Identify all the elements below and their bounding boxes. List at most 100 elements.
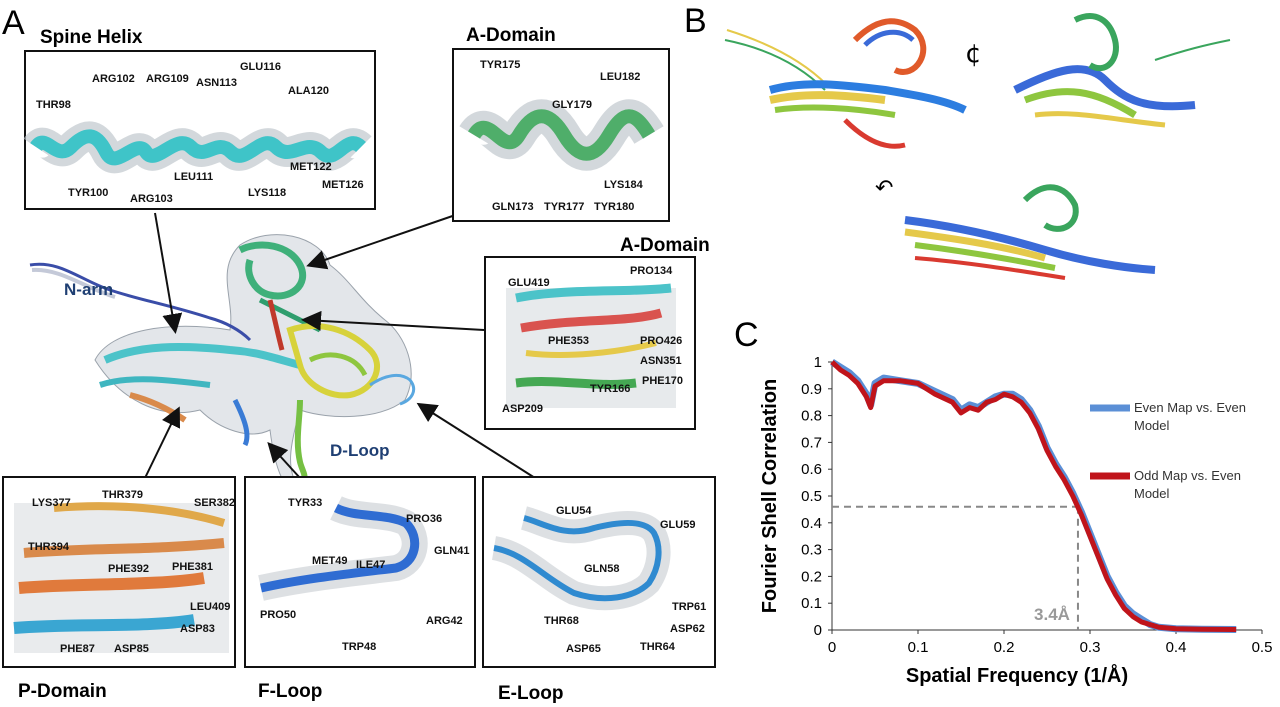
e-loop-image — [491, 506, 671, 611]
residue-label: TYR177 — [544, 201, 585, 213]
x-axis-label: Spatial Frequency (1/Å) — [906, 663, 1128, 687]
residue-label: PRO50 — [260, 609, 297, 621]
residue-label: ARG109 — [146, 73, 189, 85]
bottom-view — [904, 184, 1156, 280]
panel-b-letter: B — [684, 2, 707, 40]
residue-label: MET49 — [312, 555, 348, 567]
residue-label: ASP209 — [502, 403, 543, 415]
residue-label: GLN41 — [434, 545, 470, 557]
y-tick-label: 0.4 — [801, 515, 822, 532]
residue-label: TRP48 — [342, 641, 377, 653]
legend-label: Model — [1134, 486, 1170, 501]
pointer-arrows — [144, 209, 536, 479]
y-tick-label: 0.5 — [801, 488, 822, 505]
rotated-view — [1013, 13, 1231, 128]
residue-label: ALA120 — [288, 85, 329, 97]
residue-label: ASN351 — [640, 355, 682, 367]
residue-label: ARG42 — [426, 615, 463, 627]
residue-label: SER382 — [194, 497, 235, 509]
legend-label: Model — [1134, 418, 1170, 433]
residue-label: THR379 — [102, 489, 143, 501]
y-tick-label: 0.6 — [801, 461, 822, 478]
y-tick-label: 0.7 — [801, 434, 822, 451]
x-tick-label: 0 — [828, 639, 836, 656]
residue-label: MET122 — [290, 161, 332, 173]
f-loop-inset: TYR33 PRO36 GLN41 MET49 ILE47 PRO50 ARG4… — [244, 476, 476, 668]
e-loop-title: E-Loop — [498, 683, 564, 704]
y-tick-label: 1 — [814, 354, 822, 371]
residue-label: PHE353 — [548, 335, 589, 347]
residue-label: PHE392 — [108, 563, 149, 575]
residue-label: ASP62 — [670, 623, 705, 635]
y-tick-label: 0.3 — [801, 542, 822, 559]
series-line-2 — [830, 360, 1237, 632]
residue-label: ASP83 — [180, 623, 215, 635]
residue-label: PRO134 — [630, 265, 673, 277]
residue-label: LYS118 — [248, 187, 287, 199]
e-loop-inset: GLU54 GLU59 GLN58 TRP61 THR68 ASP62 ASP6… — [482, 476, 716, 668]
residue-label: LEU409 — [190, 601, 231, 613]
a-domain-top-title: A-Domain — [466, 25, 556, 46]
p-domain-title: P-Domain — [18, 681, 107, 702]
residue-label: TYR100 — [68, 187, 109, 199]
legend-label: Odd Map vs. Even — [1134, 468, 1241, 483]
residue-label: ASP65 — [566, 643, 601, 655]
residue-label: THR64 — [640, 641, 675, 653]
d-loop-label: D-Loop — [330, 441, 390, 460]
spine-helix-inset: ARG102 ARG109 ASN113 GLU116 THR98 ALA120… — [23, 50, 376, 210]
residue-label: PHE87 — [60, 643, 95, 655]
residue-label: GLN58 — [584, 563, 620, 575]
y-tick-label: 0.8 — [801, 408, 822, 425]
residue-label: TYR180 — [594, 201, 635, 213]
a-domain-sheet-image — [506, 283, 676, 408]
y-axis-label: Fourier Shell Correlation — [759, 379, 781, 613]
residue-label: THR394 — [28, 541, 69, 553]
fsc-chart: 0 0.1 0.2 0.3 0.4 0.5 0.6 0.7 0.8 0.9 1 0 0.1 0.2 0.3 0… — [750, 340, 1278, 707]
residue-label: GLY179 — [552, 99, 592, 111]
x-tick-label: 0.5 — [1252, 639, 1273, 656]
residue-label: PRO426 — [640, 335, 683, 347]
p-domain-inset: LYS377 THR379 SER382 THR394 PHE392 PHE38… — [2, 476, 236, 668]
residue-label: GLU54 — [556, 505, 592, 517]
residue-label: ARG103 — [130, 193, 173, 205]
residue-label: LEU111 — [174, 171, 214, 183]
rotation-symbol-vertical: ¢ — [965, 39, 982, 69]
central-protein-structure — [29, 234, 416, 492]
a-domain-helix-image — [459, 99, 664, 171]
residue-label: GLU59 — [660, 519, 696, 531]
n-arm-label: N-arm — [64, 280, 114, 299]
superposed-structures: ¢ ↶ — [724, 13, 1231, 280]
x-tick-label: 0.2 — [994, 639, 1015, 656]
residue-label: GLU419 — [508, 277, 550, 289]
residue-label: LYS377 — [32, 497, 71, 509]
residue-label: ASP85 — [114, 643, 149, 655]
a-domain-right-title: A-Domain — [620, 235, 710, 256]
residue-label: ILE47 — [356, 559, 386, 571]
residue-label: MET126 — [322, 179, 364, 191]
resolution-annotation: 3.4Å — [1034, 605, 1070, 624]
residue-label: TYR33 — [288, 497, 323, 509]
a-domain-top-inset: TYR175 LEU182 GLY179 LYS184 GLN173 TYR17… — [452, 48, 670, 222]
residue-label: ARG102 — [92, 73, 135, 85]
x-tick-label: 0.4 — [1166, 639, 1187, 656]
rotation-symbol-horizontal: ↶ — [875, 176, 893, 201]
a-domain-right-inset: GLU419 PRO134 PRO426 PHE353 ASN351 TYR16… — [484, 256, 696, 430]
y-tick-label: 0.2 — [801, 568, 822, 585]
residue-label: THR68 — [544, 615, 579, 627]
f-loop-title: F-Loop — [258, 681, 323, 702]
residue-label: LEU182 — [600, 71, 641, 83]
residue-label: PHE170 — [642, 375, 683, 387]
residue-label: TYR166 — [590, 383, 631, 395]
y-tick-label: 0.1 — [801, 595, 822, 612]
residue-label: PRO36 — [406, 513, 443, 525]
x-tick-label: 0.3 — [1080, 639, 1101, 656]
y-tick-label: 0 — [814, 622, 822, 639]
spine-helix-image — [23, 121, 372, 174]
residue-label: GLU116 — [240, 61, 281, 73]
f-loop-image — [258, 495, 428, 601]
x-tick-label: 0.1 — [908, 639, 929, 656]
panel-c-letter: C — [734, 316, 759, 354]
residue-label: THR98 — [36, 99, 71, 111]
legend-label: Even Map vs. Even — [1134, 400, 1246, 415]
front-view — [724, 18, 967, 149]
